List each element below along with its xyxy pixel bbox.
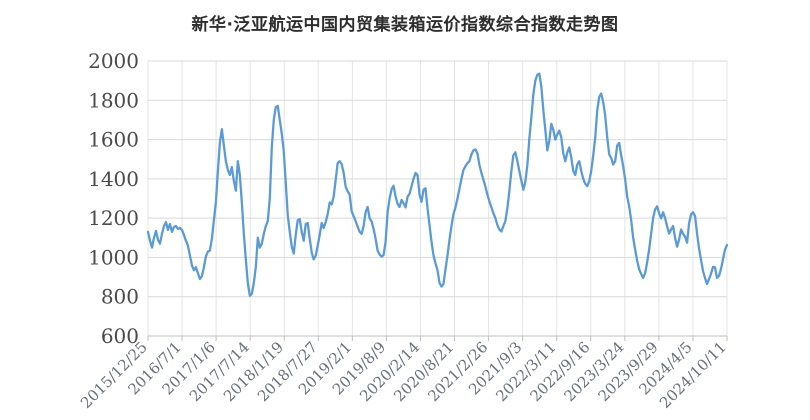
y-tick-label: 1400 [88,167,139,191]
x-axis-labels: 2015/12/252016/7/12017/1/62017/7/142018/… [77,338,730,412]
vertical-gridlines [147,61,728,336]
index-data-line [146,72,729,297]
y-tick-label: 1800 [88,88,139,112]
y-tick-label: 1200 [88,206,139,230]
y-tick-label: 1000 [88,245,139,269]
y-axis-labels: 600 800 1000 1200 1400 1600 1800 2000 [88,49,139,348]
chart-title: 新华·泛亚航运中国内贸集装箱运价指数综合指数走势图 [191,15,619,35]
y-tick-label: 2000 [88,49,139,73]
x-axis-tick-marks [147,336,728,341]
y-tick-label: 600 [101,324,139,348]
index-polyline [146,72,729,297]
y-tick-label: 800 [101,285,139,309]
y-tick-label: 1600 [88,128,139,152]
horizontal-gridlines [148,60,727,298]
